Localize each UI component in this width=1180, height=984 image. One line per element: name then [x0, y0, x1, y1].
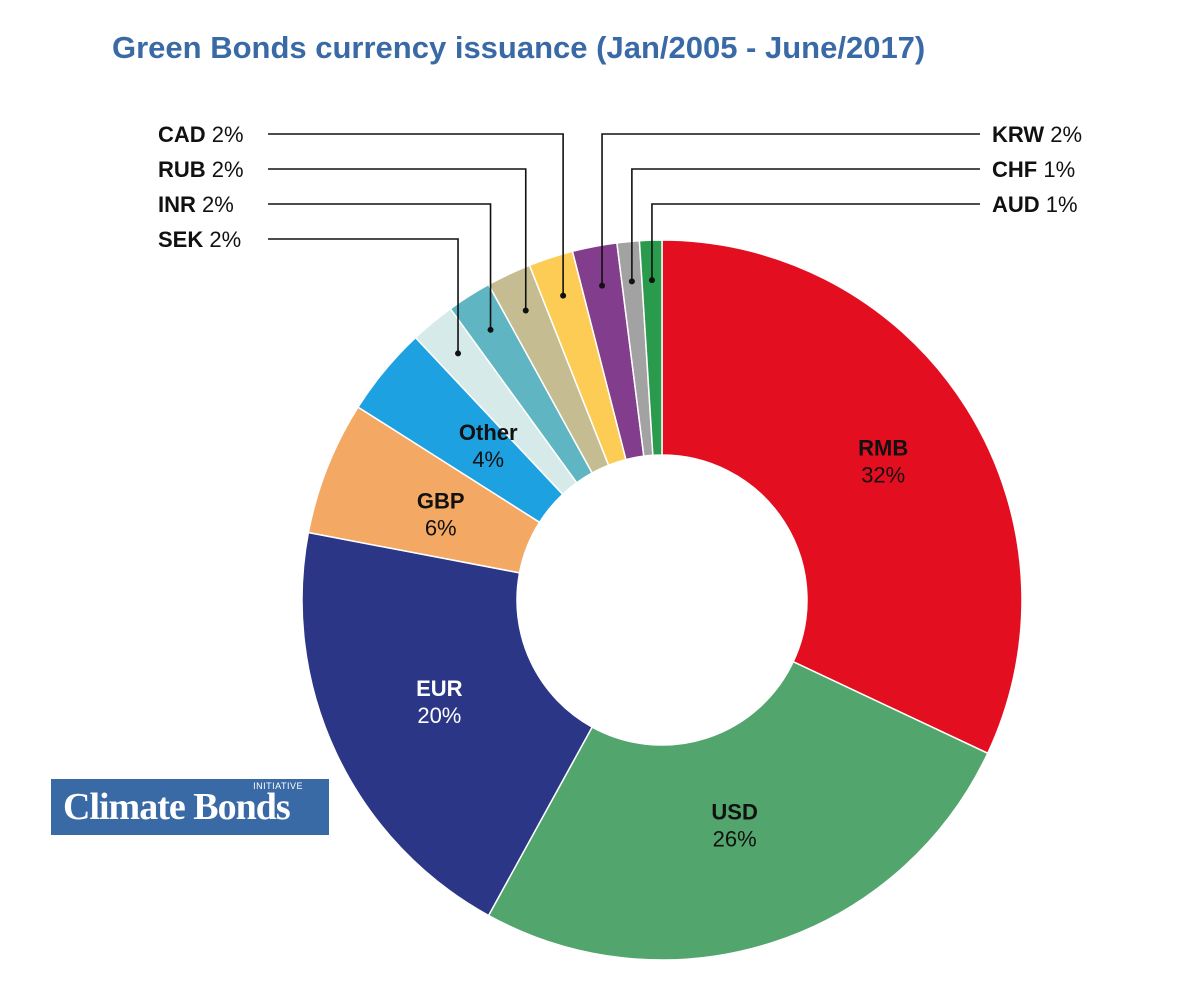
chart-title: Green Bonds currency issuance (Jan/2005 …	[112, 30, 926, 65]
slice-value-eur: 20%	[417, 703, 461, 728]
leader-line-sek	[268, 238, 459, 354]
callout-label-sek: SEK 2%	[158, 227, 241, 252]
leader-dot-sek	[455, 350, 462, 357]
callout-label-inr: INR 2%	[158, 192, 234, 217]
slice-label-gbp: GBP	[417, 488, 465, 513]
slice-label-usd: USD	[711, 799, 757, 824]
slice-label-other: Other	[459, 420, 518, 445]
leader-line-cad	[268, 133, 564, 296]
logo-subtitle: INITIATIVE	[253, 781, 303, 791]
slice-aud	[638, 239, 663, 457]
callout-label-rub: RUB 2%	[158, 157, 244, 182]
slice-eur	[301, 531, 594, 917]
leader-dot-aud	[648, 277, 655, 284]
callout-label-krw: KRW 2%	[992, 122, 1082, 147]
callout-label-cad: CAD 2%	[158, 122, 244, 147]
leader-dot-rub	[522, 307, 529, 314]
slice-value-other: 4%	[472, 447, 504, 472]
leader-dot-inr	[487, 326, 494, 333]
slice-label-eur: EUR	[416, 676, 463, 701]
slices-group	[301, 239, 1023, 961]
slice-value-gbp: 6%	[425, 515, 457, 540]
callout-label-aud: AUD 1%	[992, 192, 1078, 217]
slice-label-rmb: RMB	[858, 436, 908, 461]
leader-line-rub	[268, 168, 527, 311]
leader-dot-chf	[628, 278, 635, 285]
climate-bonds-logo: INITIATIVE Climate Bonds	[51, 779, 329, 835]
slice-value-usd: 26%	[713, 826, 757, 851]
callout-label-chf: CHF 1%	[992, 157, 1075, 182]
leader-line-inr	[268, 203, 492, 330]
logo-text: Climate Bonds	[63, 786, 291, 828]
leader-dot-cad	[560, 292, 567, 299]
leader-dot-krw	[599, 282, 606, 289]
leader-line-krw	[601, 133, 980, 286]
leader-line-aud	[651, 203, 980, 281]
leader-line-chf	[631, 168, 980, 282]
slice-usd	[487, 660, 989, 961]
callouts-group: SEK 2% INR 2% RUB 2% CAD 2% KRW 2% CHF 1% AUD …	[158, 122, 1082, 357]
slice-value-rmb: 32%	[861, 463, 905, 488]
slice-rmb	[661, 239, 1023, 755]
